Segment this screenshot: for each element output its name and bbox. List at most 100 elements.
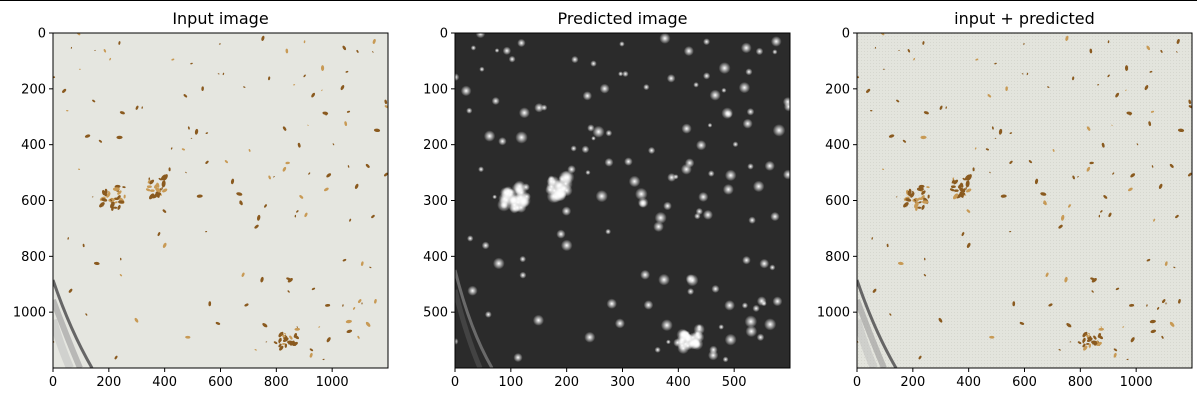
speck xyxy=(135,105,139,110)
speck xyxy=(293,333,297,338)
speck xyxy=(1072,76,1075,81)
x-tick-label: 500 xyxy=(722,375,747,390)
speck xyxy=(282,126,287,131)
speck xyxy=(307,124,309,126)
speck xyxy=(895,196,898,198)
speck xyxy=(236,192,243,196)
speck xyxy=(1021,73,1024,75)
speck xyxy=(372,38,376,44)
speck xyxy=(208,301,212,307)
speck xyxy=(194,128,199,135)
speck xyxy=(874,46,877,49)
speck xyxy=(117,204,121,210)
speck xyxy=(332,143,335,146)
speck xyxy=(1090,277,1095,281)
speck xyxy=(303,74,306,78)
blob xyxy=(687,288,695,296)
speck xyxy=(215,321,221,325)
blob xyxy=(556,229,566,239)
blob xyxy=(605,129,613,137)
speck xyxy=(1068,204,1071,208)
blob xyxy=(460,85,472,97)
speck-layer xyxy=(857,33,1192,361)
speck xyxy=(106,192,111,198)
speck xyxy=(1100,326,1103,328)
speck xyxy=(1082,340,1085,344)
y-tick-label: 600 xyxy=(825,194,850,209)
speck xyxy=(1153,218,1156,222)
blob xyxy=(769,264,776,271)
speck xyxy=(1058,224,1063,229)
speck xyxy=(953,179,959,185)
speck xyxy=(93,261,100,266)
blob xyxy=(592,125,605,138)
speck xyxy=(261,35,265,41)
speck xyxy=(1009,230,1012,233)
blob xyxy=(667,172,677,182)
speck xyxy=(972,167,975,172)
speck xyxy=(1173,266,1176,269)
panel-title: Input image xyxy=(172,9,268,28)
blob xyxy=(509,203,520,214)
speck xyxy=(68,288,73,293)
blob xyxy=(552,187,567,202)
speck xyxy=(1034,178,1039,185)
speck xyxy=(320,65,325,71)
speck xyxy=(962,177,966,181)
speck xyxy=(292,341,298,347)
speck xyxy=(170,147,173,150)
speck xyxy=(190,137,193,139)
speck xyxy=(254,349,257,351)
x-tick-label: 400 xyxy=(956,375,981,390)
speck xyxy=(966,242,971,249)
blob xyxy=(532,314,544,326)
blob xyxy=(742,255,751,265)
blob xyxy=(756,296,767,306)
speck xyxy=(326,337,331,343)
speck xyxy=(1088,332,1091,335)
speck xyxy=(346,110,351,113)
speck xyxy=(122,186,126,189)
x-tick-label: 400 xyxy=(152,375,177,390)
speck xyxy=(1086,166,1091,172)
blob xyxy=(570,145,577,152)
speck xyxy=(953,189,959,192)
speck xyxy=(1130,173,1136,178)
blob xyxy=(756,333,765,342)
blob xyxy=(703,38,711,46)
speck xyxy=(966,188,972,193)
speck xyxy=(297,142,301,148)
speck xyxy=(340,85,345,91)
speck xyxy=(959,187,966,193)
panel-predicted: Predicted image 0 100 200 300 400 500 0 100 200 3… xyxy=(423,9,791,390)
speck xyxy=(349,218,352,222)
x-tick-label: 1000 xyxy=(1120,375,1153,390)
speck xyxy=(98,139,103,143)
blob xyxy=(604,157,614,167)
blob xyxy=(678,338,685,346)
speck xyxy=(1101,142,1105,148)
blob xyxy=(619,41,625,47)
speck xyxy=(282,343,286,345)
speck xyxy=(201,86,204,91)
speck xyxy=(961,232,965,237)
speck xyxy=(907,48,911,53)
speck xyxy=(205,160,209,164)
blob xyxy=(691,337,704,351)
blob xyxy=(741,302,749,309)
speck xyxy=(952,193,959,200)
speck xyxy=(372,51,374,53)
blob xyxy=(685,274,696,284)
speck xyxy=(157,232,161,237)
speck xyxy=(1136,143,1139,146)
y-tick-label: 0 xyxy=(842,27,850,42)
speck xyxy=(952,177,955,181)
x-tick-label: 300 xyxy=(610,375,635,390)
blob xyxy=(745,68,753,76)
speck xyxy=(1125,89,1127,92)
speck xyxy=(1115,92,1120,98)
speck xyxy=(1047,86,1050,88)
blob xyxy=(654,346,661,353)
blob xyxy=(484,311,492,318)
speck xyxy=(1086,343,1090,345)
